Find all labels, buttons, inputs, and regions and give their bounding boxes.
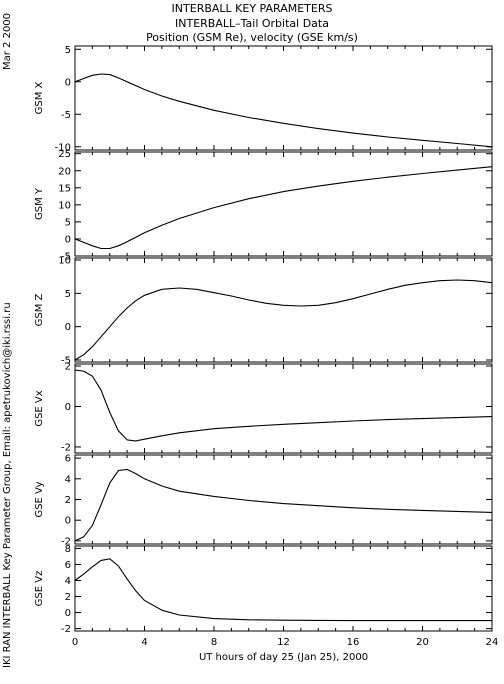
series-line: [74, 558, 492, 622]
panel-frame: [74, 363, 493, 454]
y-tick-label: 0: [65, 608, 71, 619]
y-tick-label: 0: [65, 322, 71, 333]
y-tick-label: 5: [65, 289, 71, 300]
y-tick-label: 10: [58, 256, 71, 267]
panel-5: [74, 454, 493, 545]
panel-frame: [74, 545, 493, 632]
y-tick-label: 2: [65, 495, 71, 506]
panel-1: [74, 45, 493, 151]
y-tick-label: 6: [65, 560, 71, 571]
x-tick-label: 24: [486, 637, 499, 648]
y-tick-label: 5: [65, 217, 71, 228]
x-tick-label: 4: [141, 637, 147, 648]
series-line: [74, 468, 493, 542]
y-tick-label: 0: [65, 402, 71, 413]
y-axis-label: GSE Vz: [34, 571, 45, 607]
y-axis-label: GSE Vx: [34, 390, 45, 426]
y-axis-label: GSE Vy: [34, 481, 45, 517]
y-tick-label: 2: [65, 362, 71, 373]
y-tick-label: -10: [55, 142, 71, 153]
series-line: [74, 166, 493, 250]
y-tick-label: 10: [58, 200, 71, 211]
panel-frame: [74, 257, 493, 363]
chart-title: Position (GSM Re), velocity (GSE km/s): [146, 31, 358, 44]
series-line: [74, 279, 493, 361]
x-axis-label: UT hours of day 25 (Jan 25), 2000: [199, 652, 368, 663]
panel-frame: [74, 151, 493, 257]
panel-3: [74, 257, 493, 363]
y-tick-label: 8: [65, 544, 71, 555]
x-tick-label: 0: [72, 637, 78, 648]
y-axis-label: GSM X: [34, 81, 45, 114]
y-tick-label: -2: [61, 624, 71, 635]
y-tick-label: 20: [58, 166, 71, 177]
panel-2: [74, 151, 493, 257]
y-tick-label: 4: [65, 474, 71, 485]
series-line: [74, 73, 493, 148]
series-line: [74, 369, 493, 442]
y-tick-label: -2: [61, 536, 71, 547]
y-axis-label: GSM Y: [34, 187, 45, 220]
y-axis-label: GSM Z: [34, 293, 45, 326]
y-tick-label: -5: [61, 110, 71, 121]
y-tick-label: 0: [65, 77, 71, 88]
title-line-2: INTERBALL–Tail Orbital Data: [175, 17, 329, 30]
y-tick-label: 0: [65, 516, 71, 527]
title-line-1: INTERBALL KEY PARAMETERS: [171, 2, 333, 15]
y-tick-label: 2: [65, 592, 71, 603]
y-tick-label: 5: [65, 45, 71, 56]
x-tick-label: 20: [416, 637, 429, 648]
y-tick-label: 4: [65, 576, 71, 587]
y-tick-label: -2: [61, 442, 71, 453]
y-tick-label: 0: [65, 234, 71, 245]
y-tick-label: 25: [58, 149, 71, 160]
y-tick-label: -5: [61, 356, 71, 367]
panel-frame: [74, 45, 493, 151]
x-tick-label: 12: [277, 637, 290, 648]
x-tick-label: 16: [347, 637, 360, 648]
y-tick-label: -5: [61, 252, 71, 263]
y-tick-label: 6: [65, 454, 71, 465]
x-tick-label: 8: [211, 637, 217, 648]
panel-4: [74, 363, 493, 454]
panel-frame: [74, 454, 493, 545]
panel-6: [74, 545, 493, 632]
y-tick-label: 15: [58, 183, 71, 194]
